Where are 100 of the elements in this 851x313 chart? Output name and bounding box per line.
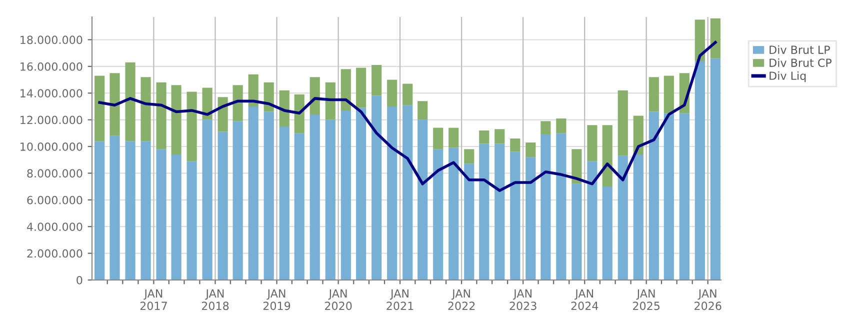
bar xyxy=(694,61,705,280)
y-tick-label: 6.000.000 xyxy=(27,196,82,204)
y-tick-label: 12.000.000 xyxy=(20,116,82,124)
bar xyxy=(310,114,320,280)
bar xyxy=(664,76,674,114)
bar xyxy=(526,157,536,280)
y-tick-label: 2.000.000 xyxy=(27,249,82,258)
bar xyxy=(156,149,166,280)
x-tick-label: JAN 2024 xyxy=(571,289,598,310)
y-tick-label: 16.000.000 xyxy=(20,62,82,71)
bar xyxy=(110,73,120,136)
bar xyxy=(479,144,490,280)
x-tick-label: JAN 2019 xyxy=(263,289,290,310)
bar xyxy=(418,101,428,120)
bar xyxy=(464,164,474,280)
bar xyxy=(294,133,304,280)
bar xyxy=(679,113,690,280)
bar xyxy=(140,141,151,280)
bar xyxy=(556,133,566,280)
bar xyxy=(94,76,105,142)
bar xyxy=(372,96,382,280)
bar xyxy=(418,120,428,280)
bar xyxy=(494,144,505,280)
y-tick-label: 10.000.000 xyxy=(20,142,82,151)
bar xyxy=(587,161,598,280)
bar xyxy=(648,112,659,280)
bar xyxy=(218,132,228,280)
bar xyxy=(572,184,582,280)
bar xyxy=(264,112,274,280)
bar xyxy=(587,125,598,162)
bar xyxy=(356,68,366,108)
line-series xyxy=(98,40,717,192)
bar xyxy=(618,90,628,156)
bar xyxy=(540,134,551,280)
legend-label: Div Liq xyxy=(770,71,806,82)
bar xyxy=(186,92,197,162)
bar xyxy=(433,128,444,150)
bar xyxy=(310,77,320,114)
bar xyxy=(464,149,474,164)
bar xyxy=(710,18,720,58)
bar xyxy=(448,128,459,148)
bar xyxy=(602,186,612,280)
bar xyxy=(387,80,398,106)
bar xyxy=(510,138,520,152)
x-tick-label: JAN 2020 xyxy=(324,289,352,310)
y-tick-label: 4.000.000 xyxy=(26,222,82,231)
y-tick-label: 8.000.000 xyxy=(27,169,82,178)
legend-label: Div Brut CP xyxy=(770,58,832,67)
y-tick-label: 0 xyxy=(76,276,82,284)
bar xyxy=(602,125,612,187)
bar xyxy=(171,85,182,155)
bar xyxy=(710,58,720,280)
y-tick-label: 14.000.000 xyxy=(20,89,82,98)
bar xyxy=(387,106,398,280)
bar xyxy=(694,20,705,62)
bar xyxy=(372,65,382,96)
bar xyxy=(125,141,136,280)
bar xyxy=(340,110,351,280)
bar xyxy=(402,105,413,280)
y-tick-label: 18.000.000 xyxy=(20,36,82,44)
bar xyxy=(510,152,520,280)
bar xyxy=(479,130,490,144)
bar xyxy=(232,85,243,122)
x-tick-label: JAN 2018 xyxy=(202,289,229,310)
x-tick-label: JAN 2021 xyxy=(386,289,414,310)
bar xyxy=(494,129,505,144)
bar xyxy=(356,108,366,280)
bar xyxy=(218,97,228,132)
bar xyxy=(125,62,136,142)
x-tick-label: JAN 2023 xyxy=(510,289,536,310)
bar xyxy=(248,74,258,106)
bar xyxy=(340,69,351,110)
bar xyxy=(110,136,120,280)
bar xyxy=(572,149,582,184)
bar xyxy=(140,77,151,142)
bar xyxy=(186,161,197,280)
bar xyxy=(402,84,413,106)
bar xyxy=(325,82,336,120)
bar xyxy=(448,148,459,280)
bar xyxy=(202,88,212,120)
bar xyxy=(648,77,659,112)
bar xyxy=(433,149,444,280)
bar xyxy=(202,120,212,280)
bar xyxy=(232,121,243,280)
bar xyxy=(540,121,551,134)
bar xyxy=(664,113,674,280)
bar xyxy=(248,106,258,280)
x-tick-label: JAN 2026 xyxy=(694,289,722,310)
x-tick-label: JAN 2017 xyxy=(140,289,167,310)
bar xyxy=(94,141,105,280)
bar xyxy=(526,142,536,158)
x-tick-label: JAN 2022 xyxy=(448,289,475,310)
bar xyxy=(156,82,166,150)
bar xyxy=(325,120,336,280)
bar xyxy=(633,154,644,280)
bar xyxy=(171,154,182,280)
bar xyxy=(264,82,274,112)
bar xyxy=(618,156,628,280)
bar xyxy=(294,94,304,134)
legend-label: Div Brut LP xyxy=(770,45,830,54)
